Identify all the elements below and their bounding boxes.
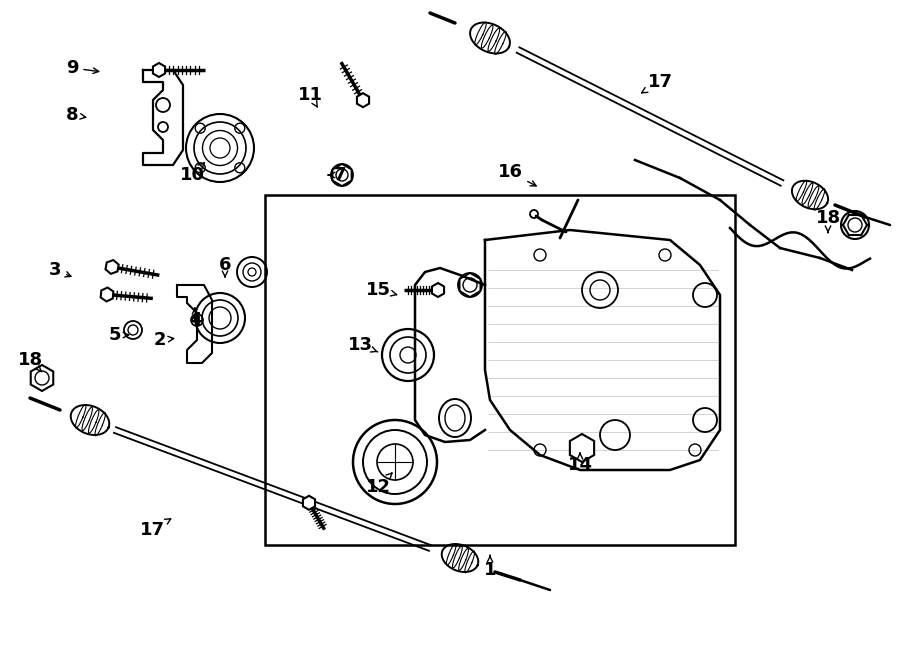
Text: 10: 10 xyxy=(179,163,204,184)
Text: 15: 15 xyxy=(365,281,397,299)
Text: 1: 1 xyxy=(484,555,496,579)
Text: 8: 8 xyxy=(66,106,86,124)
Text: 18: 18 xyxy=(815,209,841,232)
Text: 16: 16 xyxy=(498,163,536,186)
Text: 5: 5 xyxy=(109,326,129,344)
Text: 12: 12 xyxy=(365,473,392,496)
Text: 17: 17 xyxy=(642,73,672,93)
Text: 6: 6 xyxy=(219,256,231,277)
Text: 7: 7 xyxy=(328,166,346,184)
Text: 18: 18 xyxy=(17,351,42,372)
Text: 11: 11 xyxy=(298,86,322,107)
Text: 4: 4 xyxy=(189,308,202,329)
Text: 9: 9 xyxy=(66,59,99,77)
Text: 14: 14 xyxy=(568,453,592,474)
Text: 17: 17 xyxy=(140,519,171,539)
Text: 3: 3 xyxy=(49,261,71,279)
Bar xyxy=(265,195,735,545)
Text: 2: 2 xyxy=(154,331,174,349)
Text: 13: 13 xyxy=(347,336,378,354)
